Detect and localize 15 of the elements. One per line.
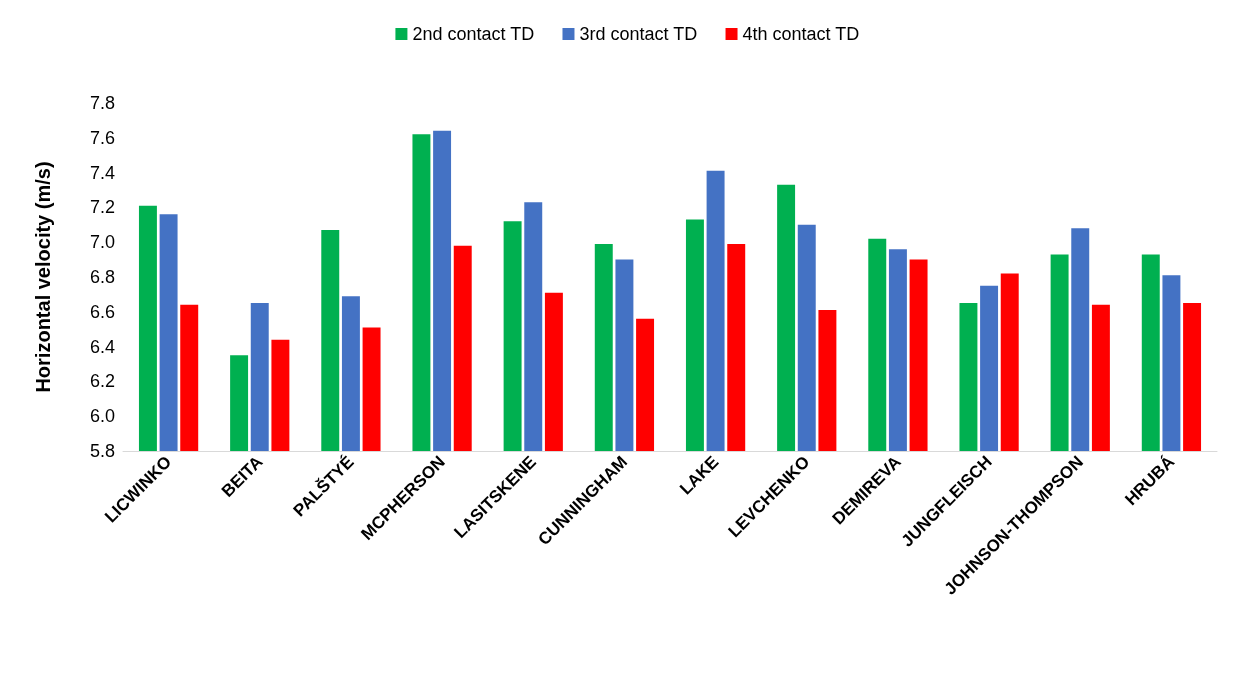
y-tick-label: 7.8 (89, 93, 115, 113)
y-tick-label: 7.6 (89, 127, 115, 148)
y-tick-label: 6.6 (89, 301, 115, 322)
legend-label: 2nd contact TD (412, 24, 535, 44)
y-tick-label: 7.0 (89, 232, 115, 253)
legend-label: 3rd contact TD (579, 24, 698, 44)
y-axis-title: Horizontal velocity (m/s) (32, 161, 54, 393)
y-tick-label: 6.4 (89, 336, 115, 357)
legend-label: 4th contact TD (742, 24, 860, 44)
y-tick-label: 6.2 (89, 371, 115, 392)
y-tick-label: 7.2 (89, 197, 115, 218)
y-tick-label: 6.0 (89, 406, 115, 427)
y-tick-label: 6.8 (89, 267, 115, 287)
y-tick-label: 5.8 (89, 441, 115, 461)
y-tick-label: 7.4 (89, 162, 115, 183)
